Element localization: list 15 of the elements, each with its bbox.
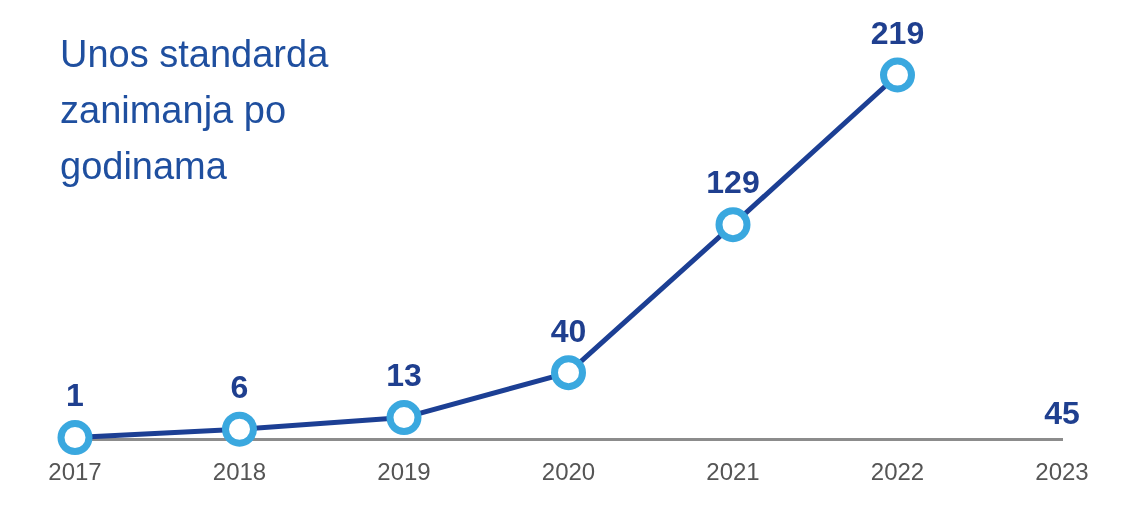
data-label: 6 (230, 369, 249, 406)
x-tick-label: 2020 (541, 458, 596, 486)
x-tick-label: 2017 (48, 458, 102, 486)
x-tick-label: 2023 (1035, 458, 1089, 486)
x-tick-label: 2019 (377, 458, 431, 486)
chart-title: Unos standarda zanimanja po godinama (60, 32, 330, 189)
data-label: 219 (870, 14, 925, 51)
annotation: 45 (1044, 395, 1080, 432)
data-label: 129 (706, 164, 760, 201)
x-tick-label: 2022 (870, 458, 925, 486)
x-tick-label: 2021 (706, 458, 760, 486)
x-tick-label: 2018 (212, 458, 267, 486)
data-label: 40 (550, 312, 587, 349)
data-label: 1 (66, 377, 84, 414)
data-label: 13 (386, 357, 422, 394)
